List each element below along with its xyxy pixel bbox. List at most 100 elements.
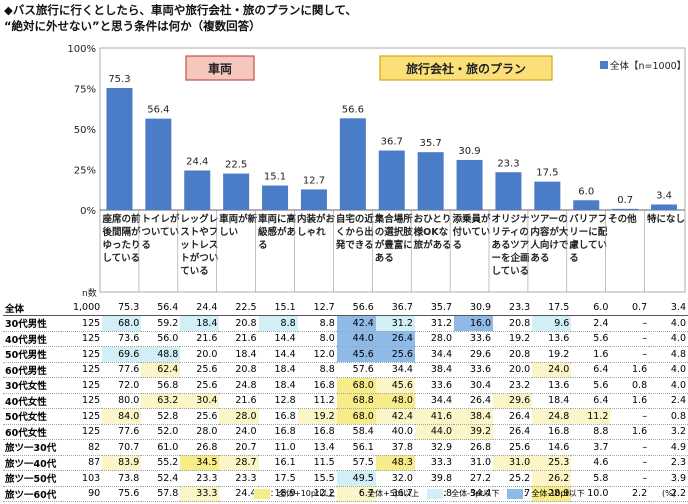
legend-swatch	[427, 488, 444, 499]
table-cell: 12.0	[297, 346, 337, 363]
table-cell: 18.4	[258, 377, 298, 394]
row-label: 50代男性	[3, 346, 61, 363]
table-cell: 33.3	[180, 486, 220, 502]
table-row: 60代女性 125 77.6 52.0 28.0 24.0 16.8 16.8 58.4 40.0…	[3, 424, 688, 440]
agency-group-box-label: 旅行会社・旅のプラン	[406, 61, 526, 76]
table-cell: 5.8	[571, 470, 611, 487]
table-cell: 9.6	[532, 315, 572, 332]
table-cell: 57.5	[336, 455, 376, 471]
table-cell: 3.9	[649, 470, 688, 487]
bar	[223, 173, 250, 210]
row-label: 50代女性	[3, 408, 61, 425]
table-cell: 18.4	[258, 362, 298, 378]
table-cell: 52.0	[141, 424, 181, 440]
y-tick-label: 75%	[74, 85, 96, 96]
legend-item: ：全体+10pt以上	[252, 488, 335, 499]
table-cell: 33.6	[414, 377, 455, 394]
table-cell: 44.0	[414, 424, 455, 440]
bar-value-label: 24.4	[186, 156, 208, 167]
table-cell: 75.6	[102, 486, 142, 502]
row-label: 40代女性	[3, 393, 61, 409]
table-cell: –	[610, 439, 650, 456]
table-cell: 75.3	[102, 300, 142, 316]
table-cell: 28.0	[414, 331, 455, 347]
row-label: 旅ツ一60代	[3, 486, 61, 502]
table-cell: 26.4	[454, 393, 494, 409]
row-label: 60代女性	[3, 424, 61, 440]
table-cell: 20.8	[493, 346, 533, 363]
table-cell: 15.5	[297, 470, 337, 487]
table-cell: 38.4	[454, 408, 494, 425]
table-cell: 2.2	[610, 486, 650, 502]
table-cell: 0.8	[649, 408, 688, 425]
table-cell: 33.6	[454, 362, 494, 378]
row-n-count: 125	[60, 315, 103, 332]
category-label: 車両が新しい	[219, 213, 258, 238]
table-cell: 49.5	[336, 470, 376, 487]
category-label: その他	[608, 213, 637, 225]
bar-value-label: 75.3	[108, 74, 130, 85]
bar-value-label: 56.6	[342, 104, 364, 115]
row-label: 30代女性	[3, 377, 61, 394]
table-cell: 30.4	[454, 377, 494, 394]
legend-label: ：全体+5pt以上	[359, 489, 420, 498]
table-cell: 12.8	[258, 393, 298, 409]
table-row: 40代女性 125 80.0 63.2 30.4 21.6 12.8 11.2 68.8 48.0…	[3, 393, 688, 409]
n-count-label: n数	[82, 287, 97, 299]
row-n-count: 125	[60, 408, 103, 425]
table-cell: 8.8	[297, 315, 337, 332]
table-cell: –	[610, 346, 650, 363]
category-label: 内装がおしゃれ	[297, 213, 336, 238]
legend-label: ：全体-10pt以下	[523, 489, 585, 498]
agency-group-box	[379, 55, 553, 81]
table-cell: 8.8	[258, 315, 298, 332]
crosstab-table: 全体 1,000 75.3 56.4 24.4 22.5 15.1 12.7 56.6 36.7 3…	[3, 300, 688, 502]
table-row: 50代男性 125 69.6 48.8 20.0 18.4 14.4 12.0 45.6 25.6…	[3, 346, 688, 363]
table-cell: 0.8	[610, 377, 650, 394]
table-cell: 16.8	[297, 424, 337, 440]
row-n-count: 125	[60, 424, 103, 440]
table-cell: 34.4	[414, 393, 455, 409]
table-cell: 68.0	[336, 377, 376, 394]
table-cell: 56.6	[336, 300, 376, 316]
category-label: おひとり様OKな旅がある	[414, 214, 452, 251]
table-cell: 27.2	[454, 470, 494, 487]
table-cell: 40.0	[375, 424, 415, 440]
table-cell: 2.2	[649, 486, 688, 502]
table-row: 30代女性 125 72.0 56.8 25.6 24.8 18.4 16.8 68.0 45.6…	[3, 377, 688, 394]
table-cell: 25.6	[375, 346, 415, 363]
table-cell: 25.3	[532, 455, 572, 471]
table-row: 40代男性 125 73.6 56.0 21.6 21.6 14.4 8.0 44.0 26.4 2…	[3, 331, 688, 347]
table-total-row: 全体 1,000 75.3 56.4 24.4 22.5 15.1 12.7 56.6 36.7 3…	[3, 300, 688, 316]
table-cell: 19.2	[532, 346, 572, 363]
legend-swatch	[343, 488, 360, 499]
bar-value-label: 36.7	[381, 137, 403, 148]
bar	[534, 181, 561, 210]
category-label: バリアフリーに配慮している	[569, 213, 608, 264]
table-row: 旅ツ一50代 103 73.8 52.4 23.3 23.3 17.5 15.5 49.5 32.…	[3, 470, 688, 487]
table-cell: 45.6	[336, 346, 376, 363]
row-n-count: 125	[60, 331, 103, 347]
y-tick-label: 0%	[80, 206, 96, 217]
category-label: 自宅の近くから出発できる	[335, 213, 375, 251]
y-tick-label: 25%	[74, 166, 96, 177]
table-cell: 22.5	[219, 300, 259, 316]
table-cell: 4.0	[649, 315, 688, 332]
table-row: 50代女性 125 84.0 52.8 25.6 28.0 16.8 19.2 68.0 42.4…	[3, 408, 688, 425]
bar-value-label: 23.3	[497, 158, 519, 169]
bar	[300, 189, 327, 210]
table-cell: 69.6	[102, 346, 142, 363]
bar	[651, 204, 678, 210]
table-cell: 32.9	[414, 439, 455, 456]
table-cell: 6.4	[571, 393, 611, 409]
table-cell: 3.4	[649, 300, 688, 316]
row-n-count: 90	[60, 486, 103, 502]
table-cell: 2.4	[571, 315, 611, 332]
table-cell: 83.9	[102, 455, 142, 471]
table-cell: 42.4	[375, 408, 415, 425]
table-cell: 16.8	[258, 424, 298, 440]
bar-value-label: 12.7	[303, 175, 325, 186]
bar	[378, 150, 405, 210]
table-cell: 8.0	[297, 331, 337, 347]
table-cell: 77.6	[102, 362, 142, 378]
